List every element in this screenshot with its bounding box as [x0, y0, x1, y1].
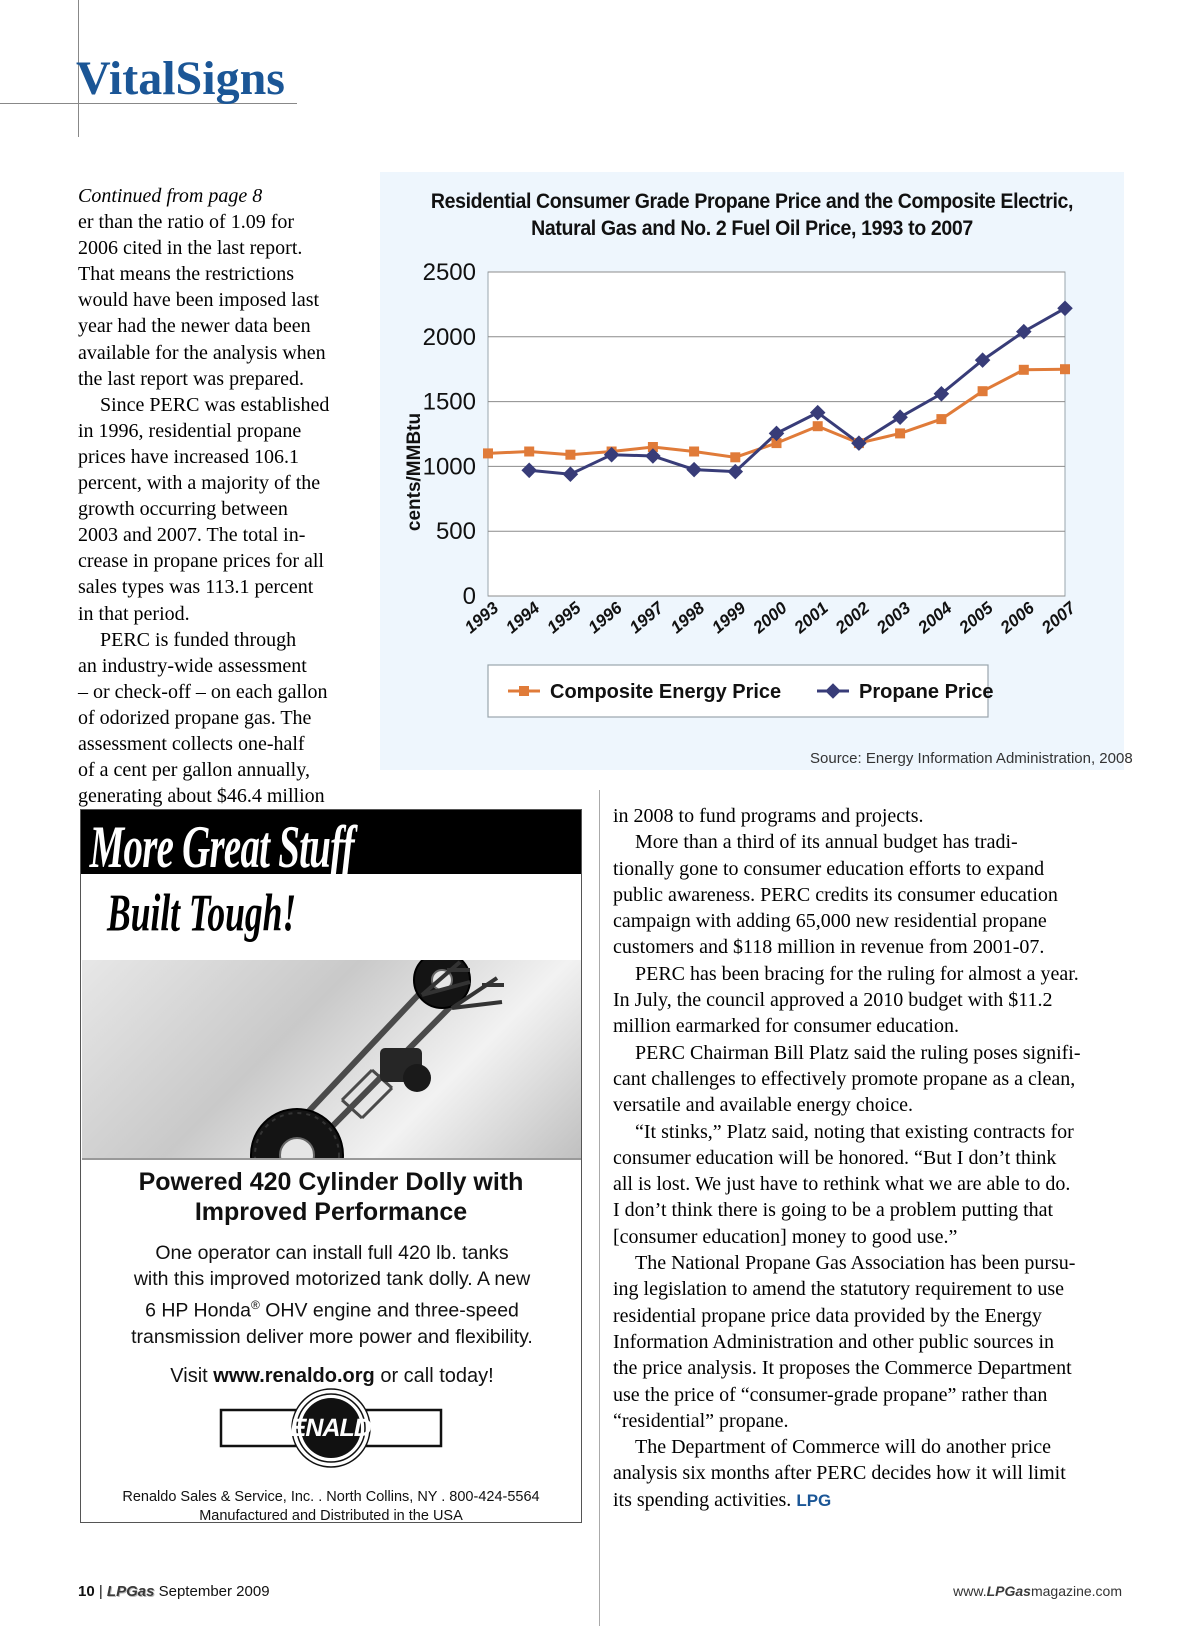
svg-text:2006: 2006: [996, 598, 1038, 638]
svg-text:2002: 2002: [831, 598, 873, 638]
svg-text:1999: 1999: [708, 598, 750, 637]
svg-text:2001: 2001: [790, 598, 832, 638]
svg-text:1997: 1997: [626, 597, 668, 637]
svg-text:2003: 2003: [872, 598, 914, 638]
svg-text:2000: 2000: [423, 324, 476, 351]
svg-text:1500: 1500: [423, 389, 476, 416]
svg-text:Propane Price: Propane Price: [859, 681, 994, 703]
svg-text:2004: 2004: [914, 598, 956, 638]
svg-text:2007: 2007: [1037, 597, 1080, 638]
svg-text:RENALDO: RENALDO: [273, 1414, 391, 1442]
svg-text:cents/MMBtu: cents/MMBtu: [404, 413, 425, 531]
svg-text:0: 0: [463, 583, 476, 610]
svg-text:1000: 1000: [423, 453, 476, 480]
svg-text:1996: 1996: [585, 598, 627, 637]
svg-text:1998: 1998: [667, 598, 709, 637]
svg-text:1995: 1995: [543, 598, 585, 637]
svg-text:Composite Energy Price: Composite Energy Price: [550, 681, 781, 703]
svg-text:1994: 1994: [502, 598, 544, 637]
svg-text:2500: 2500: [423, 259, 476, 286]
svg-text:500: 500: [436, 518, 476, 545]
svg-text:2000: 2000: [749, 598, 791, 638]
svg-text:2005: 2005: [955, 598, 997, 638]
